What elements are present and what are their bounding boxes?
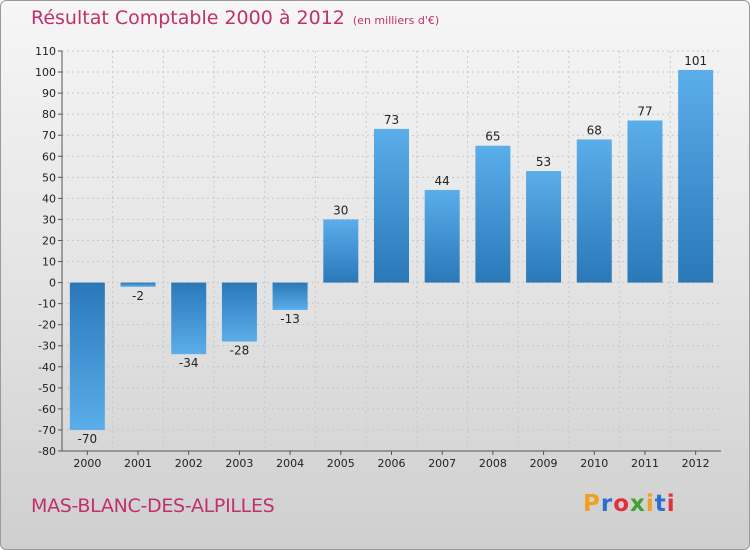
y-tick-label: -10 [38,298,56,311]
y-tick-label: 100 [35,66,56,79]
y-tick-label: -80 [38,445,56,458]
y-tick-label: -60 [38,403,56,416]
proxiti-logo[interactable]: Proxiti [583,491,676,517]
y-tick-label: -70 [38,424,56,437]
bar-2012 [678,69,714,283]
bar-2000 [69,282,105,430]
y-tick-label: -30 [38,340,56,353]
bar-2005 [323,219,359,283]
bar-2007 [424,189,460,283]
bar-layer [69,69,714,430]
y-tick-label: 60 [42,150,56,163]
x-tick-label: 2005 [327,457,355,470]
bar-2004 [272,282,308,310]
data-label: 30 [333,203,348,217]
chart-unit: (en milliers d'€) [352,14,440,27]
commune-name: MAS-BLANC-DES-ALPILLES [31,495,275,517]
y-tick-label: -20 [38,319,56,332]
y-tick-label: 20 [42,234,56,247]
x-tick-label: 2012 [682,457,710,470]
y-tick-label: 110 [35,45,56,58]
y-tick-label: -50 [38,382,56,395]
axis-layer: -80 -70 -60 -50 -40 -30 -20 -10 0 10 20 30 40 50 60 70 8… [35,45,721,470]
y-tick-label: 70 [42,129,56,142]
chart-title: Résultat Comptable 2000 à 2012 (en millie… [31,7,439,29]
data-label: -28 [230,344,250,358]
grid-layer [62,50,721,452]
x-tick-label: 2002 [175,457,203,470]
data-label: 101 [684,54,707,68]
x-tick-label: 2009 [530,457,558,470]
y-tick-label: 30 [42,213,56,226]
bar-2002 [171,282,207,355]
label-layer: -70 -2 -34 -28 -13 30 73 44 65 53 68 77 101 [78,54,708,446]
data-label: -13 [280,312,300,326]
proxiti-logo-letter: i [645,491,655,517]
x-tick-label: 2010 [580,457,608,470]
bar-2009 [526,171,562,283]
x-tick-label: 2004 [276,457,304,470]
y-tick-label: 40 [42,192,56,205]
data-label: 77 [637,104,652,118]
data-label: 68 [587,123,602,137]
proxiti-logo-letter: i [666,491,676,517]
bar-2010 [576,139,612,283]
data-label: 53 [536,155,551,169]
proxiti-logo-letter: x [630,491,646,517]
data-label: 73 [384,113,399,127]
proxiti-logo-letter: t [654,491,667,517]
y-tick-label: 10 [42,256,56,269]
y-tick-label: 0 [49,277,56,290]
x-tick-label: 2007 [428,457,456,470]
y-tick-label: 80 [42,108,56,121]
y-tick-label: -40 [38,361,56,374]
x-tick-label: 2000 [73,457,101,470]
data-label: -34 [179,356,199,370]
bar-2008 [475,145,511,283]
proxiti-logo-letter: o [613,491,631,517]
data-label: -2 [132,289,144,303]
bar-2001 [120,282,156,287]
proxiti-logo-letter: r [600,491,614,517]
data-label: 44 [435,174,450,188]
x-tick-label: 2003 [225,457,253,470]
data-label: -70 [78,432,98,446]
x-tick-label: 2011 [631,457,659,470]
x-tick-label: 2008 [479,457,507,470]
y-tick-label: 90 [42,87,56,100]
bar-2006 [374,128,409,283]
proxiti-logo-letter: P [583,491,601,517]
bar-2003 [221,282,257,342]
x-tick-label: 2001 [124,457,152,470]
chart-title-text: Résultat Comptable 2000 à 2012 [31,7,345,29]
bar-2011 [627,120,663,283]
data-label: 65 [485,130,500,144]
y-tick-label: 50 [42,171,56,184]
x-tick-label: 2006 [378,457,406,470]
